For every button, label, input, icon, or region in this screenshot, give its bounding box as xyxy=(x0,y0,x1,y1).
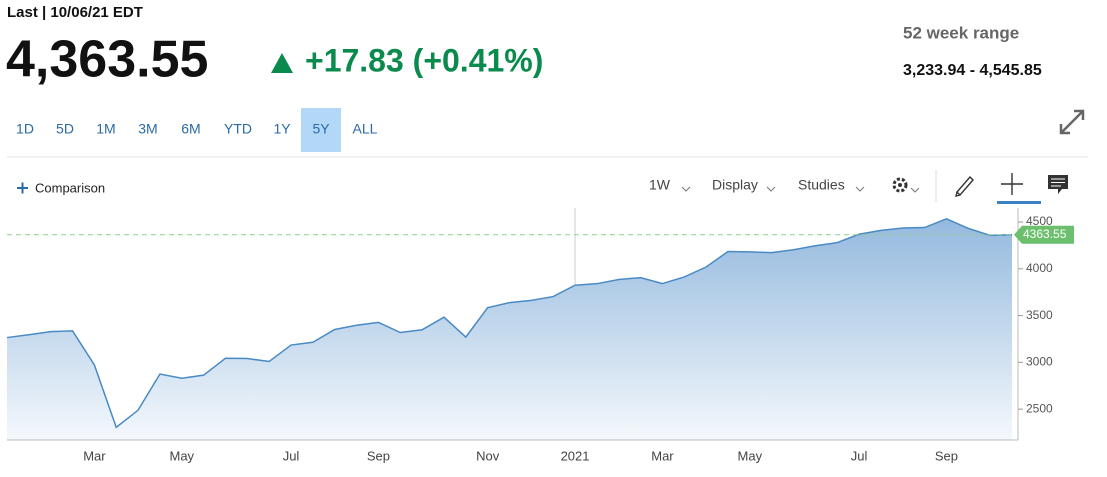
x-tick-label: Jul xyxy=(851,448,868,463)
range: 3,233.94 - 4,545.85 xyxy=(903,62,1042,79)
change: +17.83 (+0.41%) xyxy=(305,42,543,78)
comment-button[interactable] xyxy=(1048,175,1068,194)
period-label: YTD xyxy=(224,121,252,137)
y-tick-label: 3500 xyxy=(1026,308,1053,322)
comparison-label: Comparison xyxy=(35,180,105,195)
period-label: 5D xyxy=(56,121,74,137)
period-button[interactable]: 1Y xyxy=(273,121,291,137)
period-button[interactable]: 6M xyxy=(181,121,200,137)
last-label: Last | 10/06/21 EDT xyxy=(7,4,143,21)
period-button[interactable]: YTD xyxy=(224,121,252,137)
last-value-tag xyxy=(1014,225,1074,244)
x-tick-label: May xyxy=(170,448,195,463)
period-button[interactable]: 1D xyxy=(16,121,34,137)
period-label: ALL xyxy=(353,121,378,137)
range-label: 52 week range xyxy=(903,23,1019,42)
expand-icon[interactable] xyxy=(1059,109,1085,135)
period-label: 1D xyxy=(16,121,34,137)
price: 4,363.55 xyxy=(6,31,208,89)
comparison-button[interactable]: Comparison xyxy=(17,180,105,195)
x-tick-label: Jul xyxy=(283,448,300,463)
period-label: 6M xyxy=(181,121,200,137)
x-tick-label: 2021 xyxy=(561,448,590,463)
draw-button[interactable] xyxy=(955,175,974,197)
period-button[interactable]: 5Y xyxy=(301,108,341,152)
y-tick-label: 3000 xyxy=(1026,355,1053,369)
price-line xyxy=(6,217,1013,429)
period-highlight xyxy=(301,108,341,152)
period-label: 3M xyxy=(138,121,157,137)
interval-button[interactable]: 1W xyxy=(649,177,691,193)
period-label: 5Y xyxy=(312,121,330,137)
x-tick-label: Nov xyxy=(476,448,500,463)
y-tick-label: 4500 xyxy=(1026,214,1053,228)
y-tick-label: 4000 xyxy=(1026,261,1053,275)
y-tick-label: 2500 xyxy=(1026,401,1053,415)
x-tick-label: Sep xyxy=(935,448,958,463)
studies-button[interactable]: Studies xyxy=(798,177,865,193)
up-arrow xyxy=(271,53,293,73)
x-tick-label: Sep xyxy=(367,448,390,463)
period-label: 1M xyxy=(96,121,115,137)
last-value-label: 4363.55 xyxy=(1023,227,1067,241)
period-button[interactable]: 3M xyxy=(138,121,157,137)
settings-button[interactable] xyxy=(892,177,920,193)
x-tick-label: May xyxy=(738,448,763,463)
period-button[interactable]: 5D xyxy=(56,121,74,137)
area-fill xyxy=(7,218,1012,440)
display-label: Display xyxy=(712,177,758,193)
display-button[interactable]: Display xyxy=(712,177,776,193)
studies-label: Studies xyxy=(798,177,845,193)
period-button[interactable]: 1M xyxy=(96,121,115,137)
period-label: 1Y xyxy=(273,121,291,137)
interval-label: 1W xyxy=(649,177,671,193)
x-tick-label: Mar xyxy=(83,448,106,463)
x-tick-label: Mar xyxy=(651,448,674,463)
crosshair-button[interactable] xyxy=(997,173,1041,204)
period-button[interactable]: ALL xyxy=(353,121,378,137)
